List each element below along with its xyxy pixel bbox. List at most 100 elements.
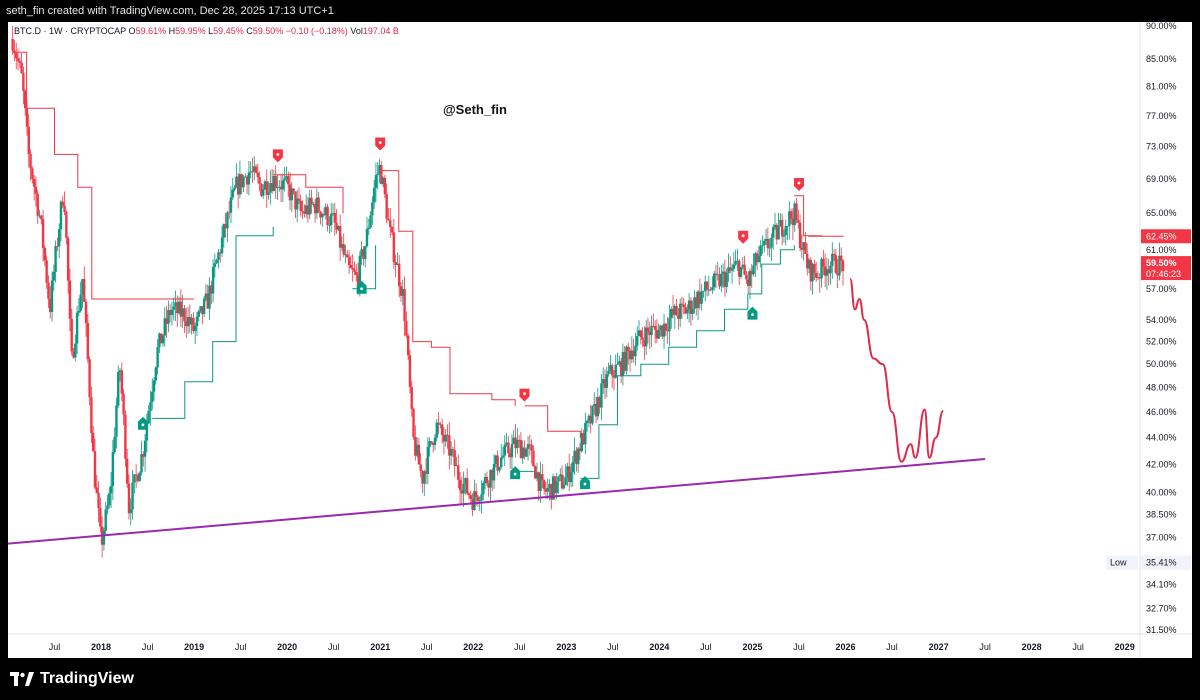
candle-body (185, 321, 188, 327)
candle-body (399, 286, 403, 296)
candle-body (163, 318, 166, 336)
candle-body (628, 350, 632, 360)
candle-body (636, 335, 639, 346)
signal-dot (378, 141, 382, 144)
candle-body (786, 225, 789, 227)
buy-signal-marker[interactable] (356, 280, 367, 294)
x-tick-label: Jul (514, 642, 526, 652)
candle-body (227, 212, 231, 214)
sell-signal-marker[interactable] (793, 178, 804, 192)
candle-body (657, 330, 660, 339)
candle-body (653, 326, 657, 330)
candle-body (738, 260, 741, 277)
candle-body (562, 485, 566, 489)
sell-signal-marker[interactable] (519, 388, 530, 402)
sell-signal-marker[interactable] (272, 149, 283, 163)
candle-body (68, 280, 72, 319)
candle-body (521, 447, 524, 459)
candle-body (528, 444, 532, 446)
signal-dot (583, 482, 587, 486)
candle-body (389, 220, 392, 228)
candle-body (20, 62, 23, 74)
projection-path[interactable] (849, 277, 945, 463)
candle-body (304, 205, 308, 214)
candle-body (671, 308, 675, 315)
supertrend-up-line (747, 245, 795, 295)
candle-body (279, 186, 283, 190)
candle-body (61, 201, 64, 206)
candle-body (229, 197, 233, 213)
buy-signal-marker[interactable] (137, 416, 148, 430)
candle-body (328, 224, 331, 226)
candle-body (523, 447, 526, 457)
candle-body (712, 273, 716, 288)
support-trendline[interactable] (8, 458, 986, 545)
candle-body (54, 246, 57, 272)
candle-body (814, 273, 818, 278)
candle-body (326, 206, 329, 226)
candle-body (240, 174, 243, 188)
chart-panel[interactable]: 90.00% 85.00% 81.00% 77.00% 73.00% 69.00% 65.0… (8, 22, 1192, 658)
candle-body (609, 365, 612, 371)
candle-body (594, 403, 598, 417)
candle-body (823, 266, 827, 276)
current-price-tag[interactable] (1141, 256, 1191, 281)
candle-body (795, 203, 798, 221)
candle-body (120, 370, 124, 394)
candle-body (501, 455, 505, 458)
candle-body (312, 203, 315, 205)
candle-body (632, 350, 635, 357)
buy-signal-marker[interactable] (579, 475, 590, 489)
candle-body (419, 464, 422, 471)
candle-body (589, 415, 592, 424)
credit-bar: seth_fin created with TradingView.com, D… (0, 0, 1200, 22)
tradingview-logo[interactable]: TradingView (10, 670, 134, 688)
candle-body (780, 219, 784, 237)
candle-body (81, 279, 84, 295)
candle-body (161, 335, 165, 344)
candle-body (285, 176, 288, 179)
candle-body (378, 164, 381, 174)
candle-body (544, 489, 548, 492)
buy-signal-marker[interactable] (747, 306, 758, 320)
candle-body (507, 442, 510, 454)
chart-svg[interactable]: 90.00% 85.00% 81.00% 77.00% 73.00% 69.00% 65.0… (8, 22, 1192, 658)
current-price-label: 59.50% (1146, 258, 1177, 268)
candle-body (190, 317, 193, 325)
candle-body (340, 244, 344, 248)
candle-body (133, 474, 136, 483)
candle-body (677, 315, 680, 319)
candle-body (70, 318, 73, 352)
signal-badge (793, 178, 804, 192)
candle-body (206, 293, 209, 309)
candle-body (729, 267, 732, 271)
candle-body (222, 224, 226, 238)
candle-body (809, 259, 813, 282)
candle-body (457, 465, 460, 480)
candle-body (129, 509, 132, 514)
candle-body (306, 205, 310, 215)
x-tick-label: 2025 (742, 642, 762, 652)
candle-body (705, 281, 709, 290)
y-tick-label: 57.00% (1146, 284, 1177, 294)
candle-body (804, 242, 807, 254)
sell-signal-marker[interactable] (738, 230, 749, 244)
candle-body (267, 192, 270, 195)
candle-body (508, 453, 512, 458)
candle-body (779, 219, 782, 227)
sell-signal-marker[interactable] (375, 137, 386, 151)
candle-body (156, 347, 159, 368)
level-price-tag[interactable] (1141, 229, 1191, 244)
y-tick-label: 61.00% (1146, 245, 1177, 255)
candle-body (254, 166, 258, 173)
candle-body (79, 294, 82, 311)
buy-signal-marker[interactable] (510, 466, 521, 480)
candle-body (211, 266, 215, 294)
x-tick-label: Jul (793, 642, 805, 652)
candle-body (90, 397, 93, 433)
x-tick-label: 2024 (649, 642, 669, 652)
candle-body (362, 249, 365, 259)
candle-body (834, 255, 838, 274)
candle-body (662, 323, 666, 337)
candle-body (610, 365, 614, 376)
